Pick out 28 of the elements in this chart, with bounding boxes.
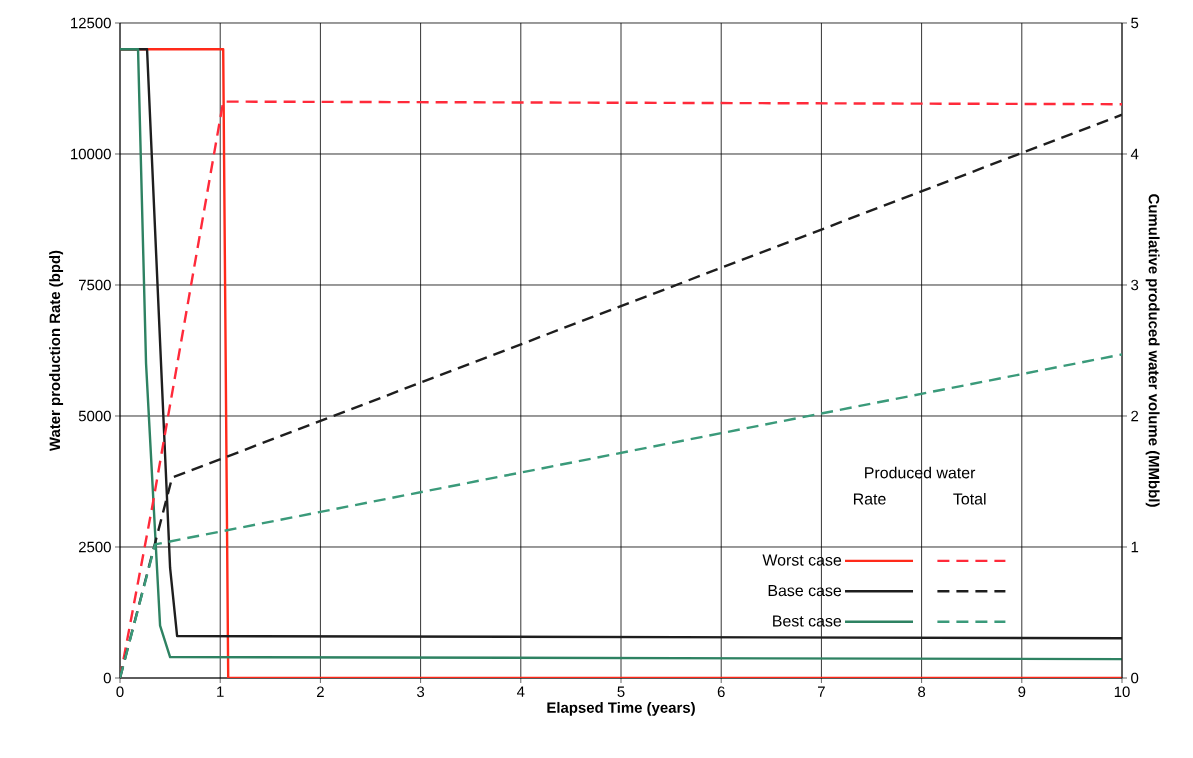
y2-tick-label: 2 <box>1131 410 1139 422</box>
y2-tick-label: 1 <box>1131 541 1139 553</box>
y2-axis-title: Cumulative produced water volume (MMbbl) <box>1145 194 1160 507</box>
x-tick-label: 0 <box>116 686 124 698</box>
x-tick-label: 10 <box>1114 686 1130 698</box>
x-tick-label: 6 <box>717 686 725 698</box>
y-tick-label: 0 <box>103 672 111 684</box>
x-tick-label: 5 <box>617 686 625 697</box>
x-tick-label: 4 <box>516 686 525 697</box>
y2-tick-label: 4 <box>1130 148 1139 160</box>
y-tick-label: 12500 <box>71 17 111 29</box>
x-tick-label: 7 <box>818 686 825 697</box>
annotation: Total <box>953 492 986 505</box>
x-tick-label: 9 <box>1018 686 1026 698</box>
y-tick-label: 7500 <box>79 279 111 291</box>
y-tick-label: 2500 <box>78 541 111 553</box>
y-tick-label: 5000 <box>78 410 111 422</box>
y2-tick-label: 3 <box>1131 279 1139 291</box>
y2-tick-label: 0 <box>1131 672 1139 684</box>
y-tick-label: 10000 <box>71 148 111 160</box>
y2-tick-label: 5 <box>1131 17 1139 29</box>
x-tick-label: 3 <box>417 686 425 698</box>
x-tick-label: 8 <box>918 686 926 698</box>
annotation: Rate <box>853 493 886 505</box>
y-axis-title: Water production Rate (bpd) <box>49 250 64 452</box>
x-axis-title: Elapsed Time (years) <box>547 701 695 716</box>
x-tick-label: 2 <box>317 686 324 697</box>
x-tick-label: 1 <box>217 686 224 697</box>
